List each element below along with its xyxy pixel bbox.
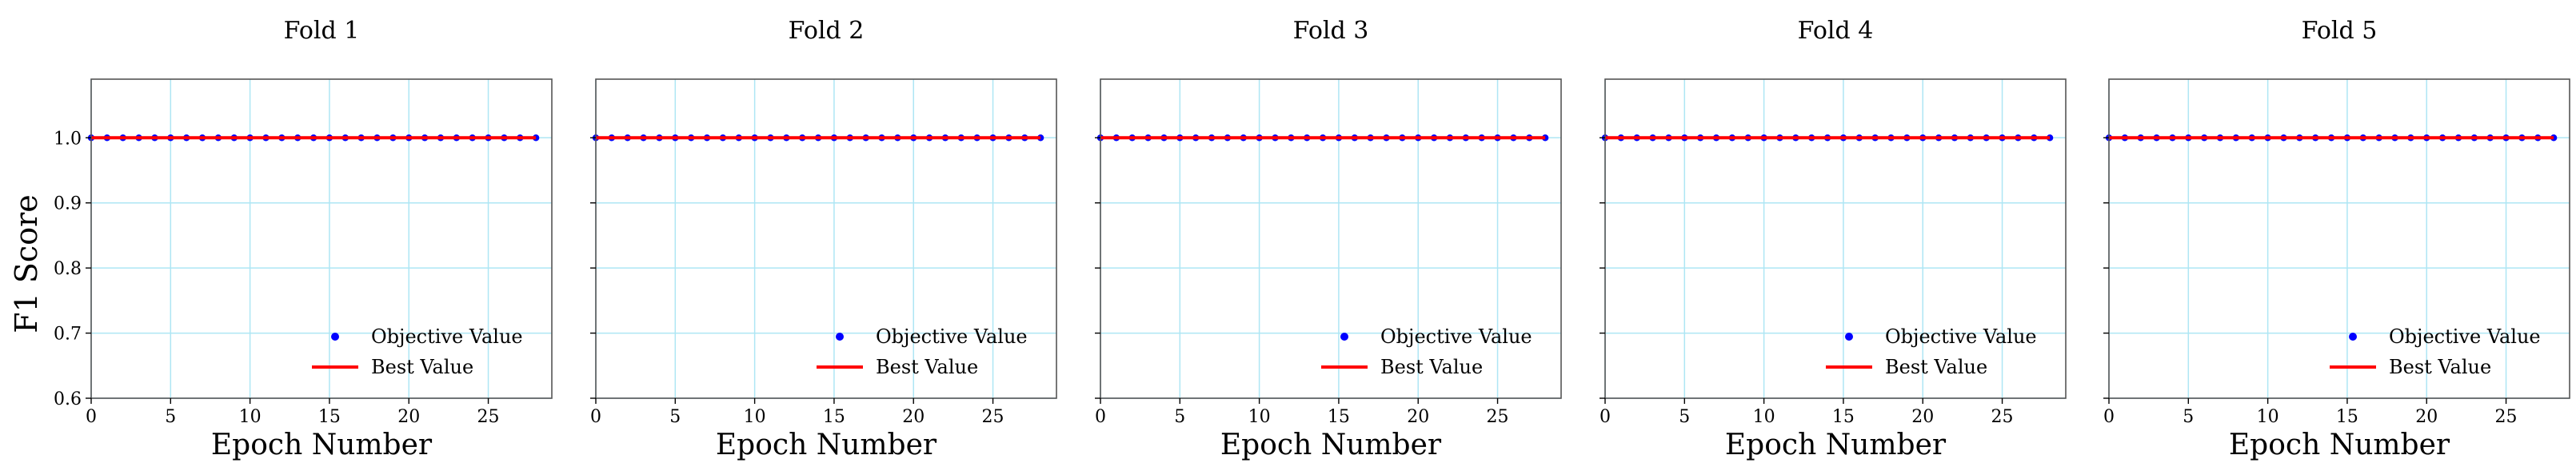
legend-label: Objective Value <box>1885 325 2037 348</box>
panel-1: 0 5 10 15 20 25 0.6 0.7 0.8 0.9 1.0 Fold 1 Epoch Num… <box>54 17 553 461</box>
x-tick-label: 5 <box>2183 407 2194 427</box>
figure-ylabel: F1 Score <box>9 194 44 333</box>
legend: Objective Value Best Value <box>2330 325 2541 378</box>
x-tick-label: 15 <box>823 407 845 427</box>
legend-label: Objective Value <box>371 325 523 348</box>
x-tick-label: 20 <box>1407 407 1429 427</box>
x-tick-label: 25 <box>2495 407 2518 427</box>
x-tick-label: 5 <box>1174 407 1185 427</box>
axes-frame <box>595 78 1057 399</box>
x-tick-label: 15 <box>1832 407 1855 427</box>
x-tick-label: 5 <box>1679 407 1690 427</box>
x-tick-label: 15 <box>318 407 341 427</box>
legend: Objective Value Best Value <box>312 325 523 378</box>
legend-marker-objective-value <box>331 333 339 341</box>
x-tick-label: 10 <box>2257 407 2279 427</box>
legend-label: Best Value <box>1885 356 1987 378</box>
x-tick-label: 5 <box>165 407 176 427</box>
panel-5: 0 5 10 15 20 25 Fold 5 Epoch Number Objective Va… <box>2103 17 2570 461</box>
x-axis-label: Epoch Number <box>2229 429 2450 461</box>
y-tick-label: 0.8 <box>54 259 82 279</box>
x-tick-label: 0 <box>86 407 97 427</box>
panel-title: Fold 2 <box>789 17 865 45</box>
x-tick-label: 10 <box>744 407 766 427</box>
panel-title: Fold 4 <box>1798 17 1874 45</box>
x-tick-label: 25 <box>982 407 1004 427</box>
x-tick-label: 0 <box>1600 407 1611 427</box>
x-tick-label: 25 <box>1991 407 2014 427</box>
x-tick-label: 0 <box>1095 407 1106 427</box>
axes-frame <box>1100 78 1562 399</box>
x-axis-label: Epoch Number <box>1220 429 1442 461</box>
x-tick-label: 20 <box>397 407 420 427</box>
legend-label: Best Value <box>2389 356 2491 378</box>
axes-frame <box>1604 78 2067 399</box>
legend-marker-objective-value <box>836 333 844 341</box>
x-tick-label: 10 <box>1753 407 1775 427</box>
legend-marker-objective-value <box>2349 333 2357 341</box>
y-tick-label: 0.6 <box>54 389 82 409</box>
x-tick-label: 25 <box>477 407 500 427</box>
panel-3: 0 5 10 15 20 25 Fold 3 Epoch Number Objective Va… <box>1095 17 1562 461</box>
x-tick-label: 0 <box>2103 407 2115 427</box>
x-tick-label: 25 <box>1487 407 1509 427</box>
legend: Objective Value Best Value <box>817 325 1028 378</box>
axes-frame <box>90 78 553 399</box>
legend-label: Objective Value <box>2389 325 2541 348</box>
x-tick-label: 20 <box>2415 407 2438 427</box>
panel-4: 0 5 10 15 20 25 Fold 4 Epoch Number Objective Va… <box>1600 17 2067 461</box>
panels: 0 5 10 15 20 25 0.6 0.7 0.8 0.9 1.0 Fold 1 Epoch Num… <box>54 17 2570 461</box>
panel-title: Fold 1 <box>284 17 360 45</box>
y-tick-label: 0.7 <box>54 325 82 345</box>
x-tick-label: 20 <box>902 407 925 427</box>
panel-2: 0 5 10 15 20 25 Fold 2 Epoch Number Objective Va… <box>590 17 1057 461</box>
legend-label: Best Value <box>1380 356 1483 378</box>
x-axis-label: Epoch Number <box>1725 429 1947 461</box>
legend-label: Best Value <box>876 356 978 378</box>
panel-title: Fold 3 <box>1293 17 1369 45</box>
legend-label: Objective Value <box>876 325 1028 348</box>
legend-label: Best Value <box>371 356 473 378</box>
axes-frame <box>2108 78 2570 399</box>
x-tick-label: 5 <box>669 407 681 427</box>
x-tick-label: 15 <box>2336 407 2358 427</box>
legend-marker-objective-value <box>1340 333 1348 341</box>
x-axis-label: Epoch Number <box>716 429 937 461</box>
x-tick-label: 20 <box>1911 407 1934 427</box>
x-tick-label: 15 <box>1328 407 1350 427</box>
x-axis-label: Epoch Number <box>211 429 433 461</box>
legend-label: Objective Value <box>1380 325 1532 348</box>
x-tick-label: 0 <box>590 407 601 427</box>
x-tick-label: 10 <box>239 407 262 427</box>
legend: Objective Value Best Value <box>1826 325 2037 378</box>
x-tick-label: 10 <box>1248 407 1271 427</box>
legend: Objective Value Best Value <box>1321 325 1532 378</box>
y-tick-label: 0.9 <box>54 194 82 214</box>
panel-title: Fold 5 <box>2302 17 2378 45</box>
y-tick-label: 1.0 <box>54 129 82 149</box>
legend-marker-objective-value <box>1845 333 1853 341</box>
